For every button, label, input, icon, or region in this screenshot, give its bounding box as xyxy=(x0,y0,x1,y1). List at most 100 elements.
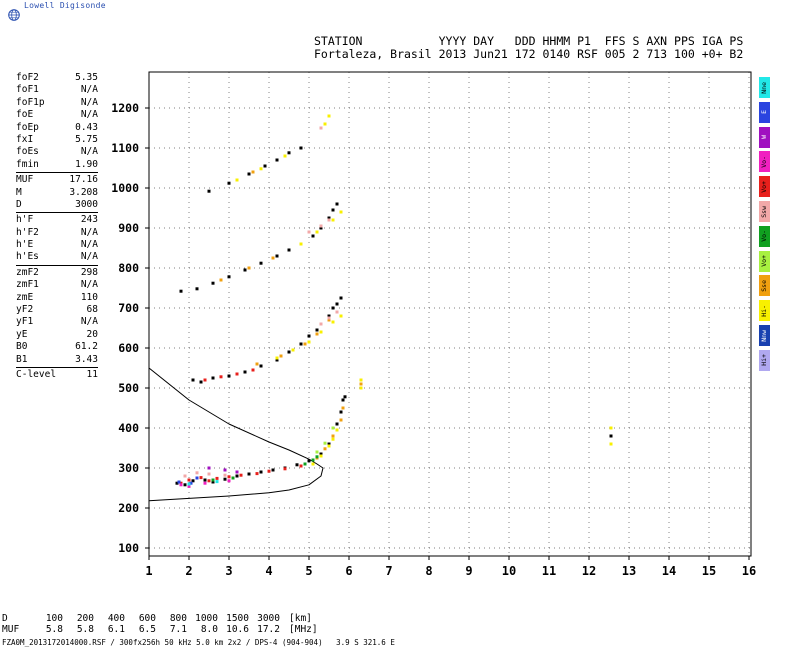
echo-point xyxy=(331,208,335,212)
echo-point xyxy=(283,467,287,471)
distance-cell: 100 xyxy=(45,613,63,624)
echo-point xyxy=(609,426,613,430)
y-tick-label: 200 xyxy=(118,501,139,515)
y-tick-label: 900 xyxy=(118,221,139,235)
echo-point xyxy=(275,356,279,360)
param-label: fmin xyxy=(16,158,39,170)
echo-point xyxy=(339,210,343,214)
echo-point xyxy=(307,340,311,344)
parameter-panel: foF2 5.35 foF1 N/A foF1p N/A foE N/A foEp 0.4… xyxy=(16,72,98,381)
echo-point xyxy=(303,462,307,466)
muf-cell: 5.8 xyxy=(45,624,63,635)
echo-point xyxy=(339,296,343,300)
param-row-zmF1: zmF1 N/A xyxy=(16,279,98,291)
echo-point xyxy=(275,158,279,162)
echo-point xyxy=(195,476,199,480)
y-tick-label: 400 xyxy=(118,421,139,435)
legend-item: Hi- xyxy=(759,300,770,322)
echo-point xyxy=(195,471,199,475)
x-tick-label: 10 xyxy=(502,564,516,578)
echo-point xyxy=(235,372,239,376)
echo-point xyxy=(175,481,179,485)
legend-label: Hi- xyxy=(760,304,768,317)
echo-point xyxy=(343,395,347,399)
echo-point xyxy=(247,266,251,270)
echo-point xyxy=(223,468,227,472)
distance-cell: 1000 xyxy=(195,613,218,624)
param-divider xyxy=(16,264,98,266)
echo-point xyxy=(227,275,231,279)
echo-point xyxy=(287,350,291,354)
x-tick-label: 2 xyxy=(185,564,192,578)
echo-point xyxy=(251,170,255,174)
param-value: N/A xyxy=(80,96,98,108)
echo-point xyxy=(247,472,251,476)
echo-point xyxy=(319,126,323,130)
echo-point xyxy=(307,334,311,338)
echo-point xyxy=(335,202,339,206)
distance-cell: 3000 xyxy=(257,613,280,624)
echo-point xyxy=(315,332,319,336)
param-group-muf: MUF 17.16 M 3.208 D 3000 xyxy=(16,174,98,211)
param-label: foEp xyxy=(16,121,39,133)
echo-point xyxy=(199,476,203,480)
echo-point xyxy=(327,318,331,322)
echo-point xyxy=(319,454,323,458)
echo-point xyxy=(259,470,263,474)
echo-point xyxy=(183,483,187,487)
param-value: 1.90 xyxy=(75,158,98,170)
param-value: 61.2 xyxy=(75,341,98,353)
y-tick-labels: 100 200 300 400 500 600 700 800 900 1000 1100 1200 xyxy=(111,101,139,555)
param-label: h'F2 xyxy=(16,226,39,238)
param-label: yE xyxy=(16,328,28,340)
echo-point xyxy=(331,218,335,222)
param-value: N/A xyxy=(80,279,98,291)
plot-frame xyxy=(148,71,752,557)
echo-point xyxy=(179,481,183,485)
echo-point xyxy=(609,442,613,446)
echo-point xyxy=(207,479,211,483)
echo-point xyxy=(341,406,345,410)
param-row-fmin: fmin 1.90 xyxy=(16,159,98,171)
param-label: foF2 xyxy=(16,72,39,83)
param-label: foF1 xyxy=(16,84,39,96)
x-tick-label: 16 xyxy=(742,564,756,578)
echo-point xyxy=(195,287,199,291)
x-tick-label: 3 xyxy=(225,564,232,578)
echo-point xyxy=(239,473,243,477)
x-tick-label: 12 xyxy=(582,564,596,578)
echo-point xyxy=(327,218,331,222)
echo-point xyxy=(311,458,315,462)
y-tick-label: 800 xyxy=(118,261,139,275)
header-columns: STATION YYYY DAY DDD HHMM P1 FFS S AXN P… xyxy=(314,34,744,48)
param-value: N/A xyxy=(80,226,98,238)
echo-point xyxy=(227,475,231,479)
echo-point xyxy=(227,479,231,483)
muf-cell: 7.1 xyxy=(169,624,187,635)
echo-point xyxy=(339,418,343,422)
legend-label: Nne xyxy=(760,81,768,94)
param-row-zmF2: zmF2 298 xyxy=(16,267,98,279)
param-label: fxI xyxy=(16,133,34,145)
echo-point xyxy=(299,242,303,246)
param-label: foEs xyxy=(16,146,39,158)
legend-item: Hi+ xyxy=(759,349,770,371)
param-value: N/A xyxy=(80,316,98,328)
param-label: foE xyxy=(16,109,34,121)
echo-point xyxy=(359,382,363,386)
echo-point xyxy=(223,477,227,481)
echo-point xyxy=(251,368,255,372)
echo-point xyxy=(215,480,219,484)
echo-point xyxy=(311,462,315,466)
legend-label: W xyxy=(760,135,768,140)
muf-cell: 17.2 xyxy=(257,624,280,635)
logo-text: Lowell Digisonde xyxy=(24,1,106,10)
param-value: N/A xyxy=(80,84,98,96)
echo-point xyxy=(299,146,303,150)
echo-point xyxy=(299,342,303,346)
echo-point xyxy=(187,482,191,486)
echo-point xyxy=(315,450,319,454)
legend-item: W xyxy=(759,126,770,148)
echo-point xyxy=(323,447,327,451)
param-value: 0.43 xyxy=(75,121,98,133)
